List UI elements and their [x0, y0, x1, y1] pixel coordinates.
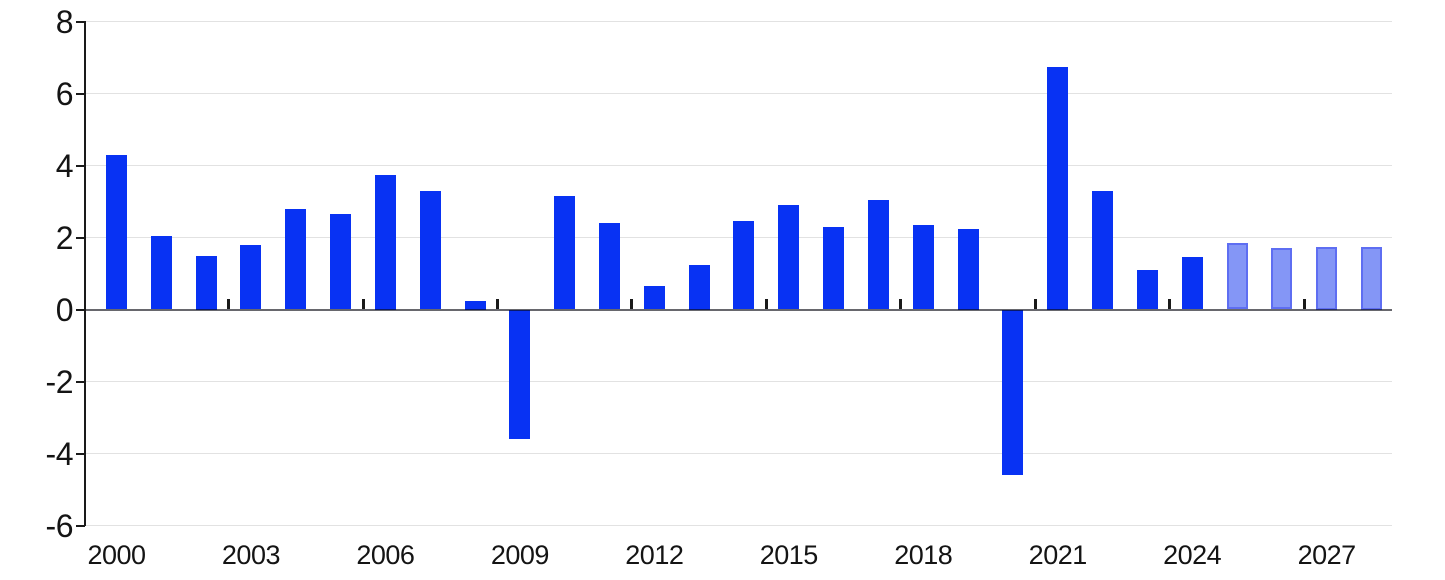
bar-2017: [867, 199, 889, 310]
bar-2026: [1271, 248, 1293, 310]
bar-2007: [419, 190, 441, 310]
y-axis-tick: [76, 308, 85, 311]
bar-2022: [1092, 190, 1114, 310]
x-axis-label: 2024: [1163, 540, 1222, 570]
x-axis-label: 2021: [1028, 540, 1088, 570]
bar-2004: [285, 208, 307, 310]
x-axis-label: 2018: [894, 540, 953, 570]
x-axis-tick: [1168, 298, 1172, 309]
bar-2028: [1360, 246, 1382, 310]
x-axis-label: 2009: [490, 540, 550, 570]
bar-2009: [509, 309, 531, 440]
bar-2021: [1047, 66, 1069, 310]
bar-2019: [957, 228, 979, 310]
bar-2012: [643, 286, 665, 310]
gridline: [85, 93, 1392, 94]
x-axis-tick: [227, 298, 231, 309]
bar-2011: [599, 223, 621, 310]
y-axis-label: -2: [45, 363, 74, 400]
bar-2018: [912, 224, 934, 310]
bar-2000: [106, 154, 127, 310]
x-axis-tick: [899, 298, 903, 309]
y-axis-label: 4: [55, 147, 74, 184]
y-axis-tick: [76, 164, 85, 167]
x-axis-label: 2015: [759, 540, 819, 570]
bar-2016: [823, 226, 845, 310]
bar-2008: [464, 300, 486, 310]
bar-2025: [1226, 242, 1248, 310]
y-axis-label: 0: [55, 291, 74, 328]
gridline: [85, 165, 1392, 166]
x-axis-label: 2027: [1297, 540, 1357, 570]
y-axis-label: 2: [55, 219, 74, 256]
bar-2024: [1181, 257, 1203, 310]
bar-2001: [150, 235, 172, 310]
x-axis-tick: [1033, 298, 1037, 309]
zero-line: [85, 308, 1392, 311]
gridline: [85, 21, 1392, 22]
x-axis-label: 2000: [87, 540, 146, 570]
gridline: [85, 525, 1392, 526]
y-axis-label: -4: [45, 435, 74, 472]
x-axis-tick: [764, 298, 768, 309]
x-axis-label: 2012: [625, 540, 684, 570]
bar-2015: [778, 205, 800, 310]
bar-2023: [1136, 269, 1158, 310]
y-axis-tick: [76, 524, 85, 527]
y-axis-tick: [76, 452, 85, 455]
gridline: [85, 381, 1392, 382]
gridline: [85, 453, 1392, 454]
y-axis-tick: [76, 236, 85, 239]
bar-2013: [688, 264, 710, 310]
bar-2020: [1002, 309, 1024, 476]
y-axis-label: 8: [55, 3, 74, 40]
bar-2003: [240, 244, 262, 310]
x-axis-label: 2003: [221, 540, 281, 570]
x-axis-tick: [1302, 298, 1306, 309]
bar-2006: [374, 174, 396, 310]
x-axis-tick: [495, 298, 499, 309]
y-axis-tick: [76, 20, 85, 23]
y-axis-line: [84, 21, 86, 526]
bar-2027: [1316, 246, 1338, 310]
y-axis-tick: [76, 92, 85, 95]
x-axis-label: 2006: [356, 540, 415, 570]
x-axis-tick: [361, 298, 365, 309]
y-axis-label: 6: [55, 75, 74, 112]
bar-2010: [554, 196, 576, 310]
x-axis-tick: [630, 298, 634, 309]
bar-2005: [330, 214, 352, 310]
bar-2002: [195, 255, 217, 310]
y-axis-tick: [76, 380, 85, 383]
bar-2014: [733, 221, 755, 310]
y-axis-label: -6: [45, 507, 74, 544]
